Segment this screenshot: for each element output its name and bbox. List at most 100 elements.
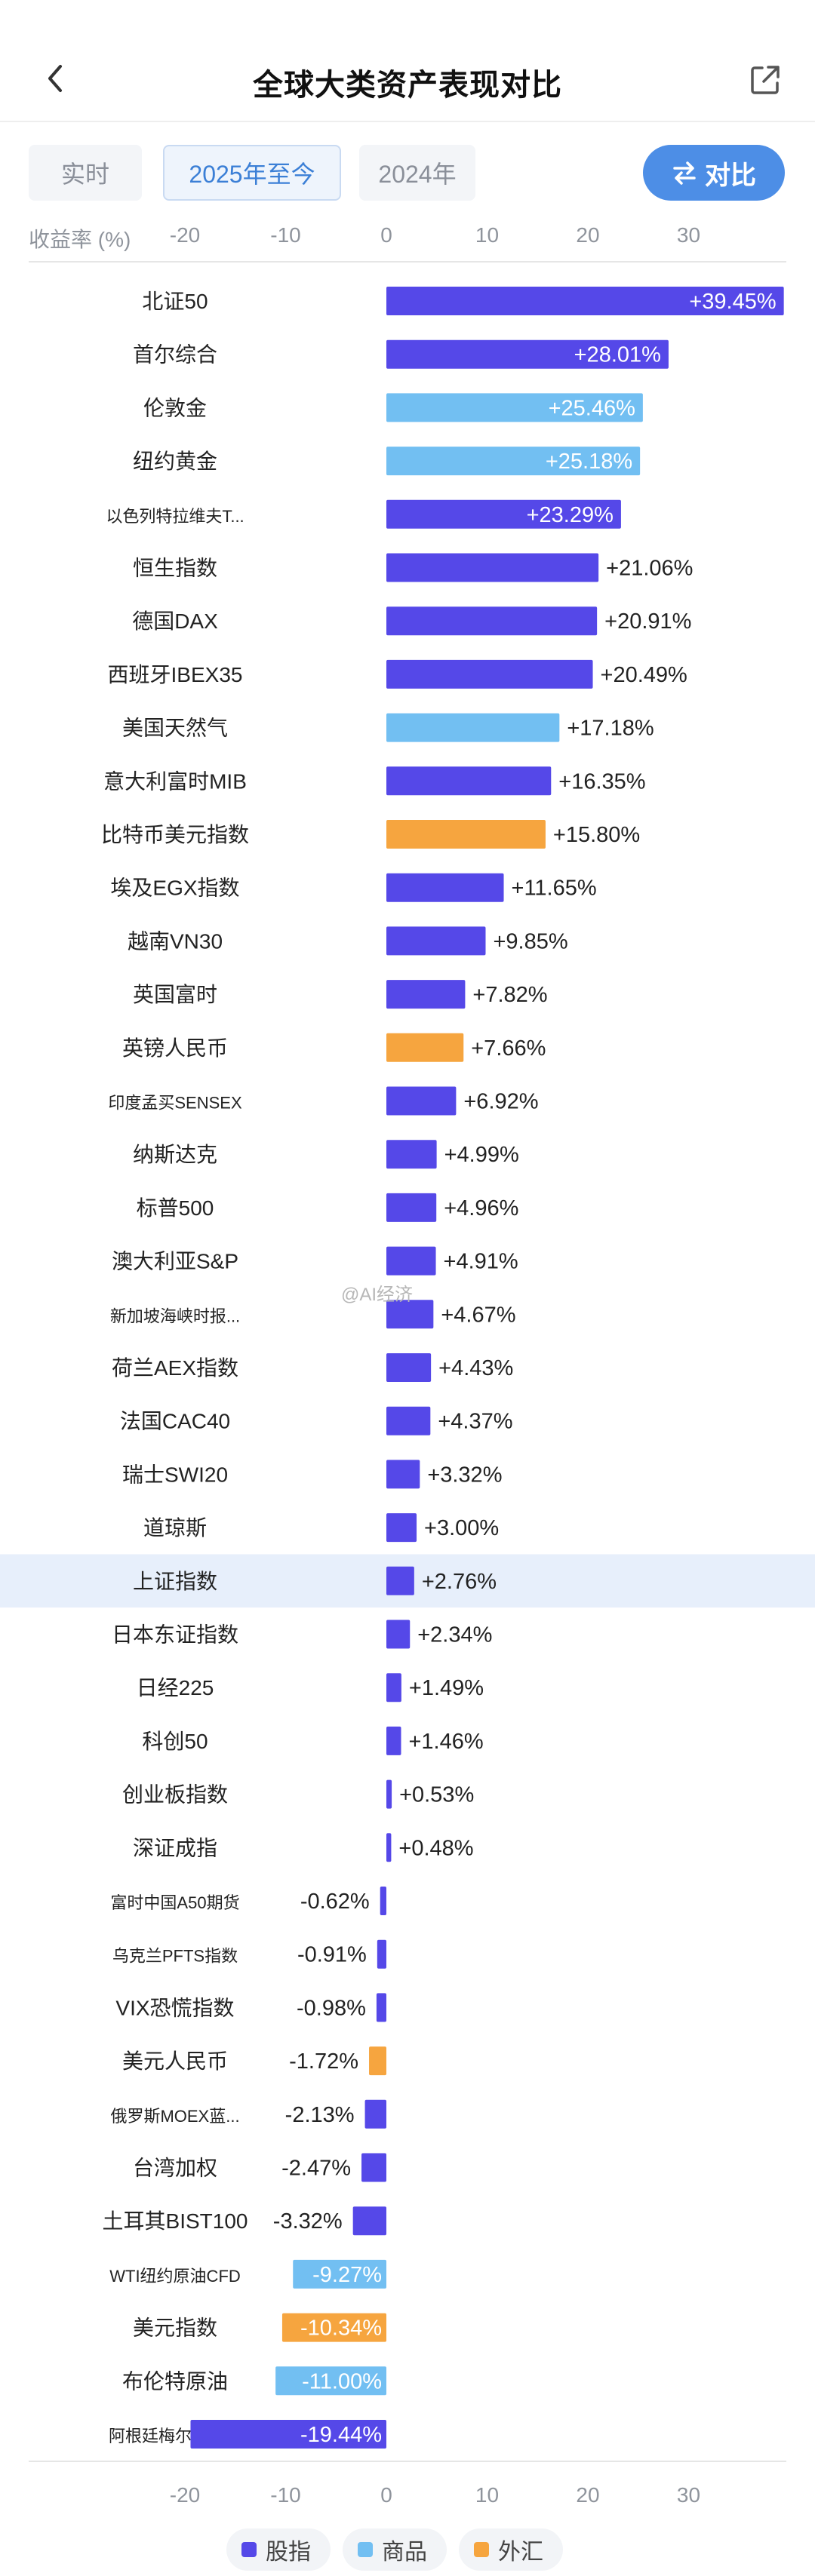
chart-row: 俄罗斯MOEX蓝... -2.13% — [110, 2099, 386, 2129]
tab-2024[interactable]: 2024年 — [359, 145, 475, 201]
category-label: 新加坡海峡时报... — [110, 1306, 240, 1325]
chart-row: 日经225 +1.49% — [137, 1673, 484, 1702]
category-label: 比特币美元指数 — [101, 823, 249, 846]
bar — [386, 553, 599, 582]
chart-row: 埃及EGX指数 +11.65% — [110, 873, 597, 902]
compare-button[interactable]: 对比 — [643, 145, 785, 201]
category-label: VIX恐慌指数 — [115, 1996, 234, 2019]
legend-item-index[interactable]: 股指 — [226, 2528, 331, 2571]
chart-row: 布伦特原油 -11.00% — [122, 2366, 386, 2396]
bottom-axis-tick-label: 10 — [475, 2483, 500, 2507]
value-label: -2.47% — [281, 2157, 351, 2181]
category-label: 英国富时 — [133, 983, 217, 1006]
bar — [293, 2259, 386, 2289]
value-label: +17.18% — [567, 717, 654, 741]
bar — [386, 1620, 411, 1649]
bar — [386, 766, 552, 796]
chart-row: 台湾加权 -2.47% — [133, 2153, 386, 2182]
category-label: 深证成指 — [133, 1836, 217, 1859]
value-label: +21.06% — [606, 557, 693, 581]
top-axis-tick-label: 10 — [475, 223, 500, 247]
chart-row: 印度孟买SENSEX +6.92% — [108, 1086, 539, 1116]
value-label: -19.44% — [300, 2423, 382, 2447]
category-label: 土耳其BIST100 — [103, 2209, 248, 2233]
chart-row: 北证50 +39.45% — [142, 287, 784, 315]
header: 全球大类资产表现对比 — [0, 0, 815, 121]
top-axis-tick-label: 20 — [576, 223, 600, 247]
value-label: +4.43% — [438, 1356, 513, 1380]
category-label: 美元指数 — [133, 2317, 217, 2340]
bar — [386, 1406, 431, 1435]
category-label: 英镑人民币 — [122, 1036, 228, 1060]
bar — [386, 1193, 437, 1222]
value-label: +20.91% — [604, 609, 691, 634]
category-label: 瑞士SWI20 — [122, 1463, 228, 1486]
back-button[interactable] — [36, 59, 75, 98]
bar — [386, 1566, 414, 1595]
bar — [386, 1726, 401, 1755]
value-label: +4.91% — [444, 1250, 518, 1274]
value-label: +23.29% — [527, 503, 614, 527]
value-label: +11.65% — [512, 877, 597, 901]
legend: 股指 商品 外汇 — [226, 2528, 563, 2574]
value-label: +28.01% — [574, 343, 661, 367]
bottom-axis-tick-label: 30 — [676, 2483, 701, 2507]
header-divider — [0, 121, 815, 122]
bar — [190, 2420, 386, 2449]
chart-row: 瑞士SWI20 +3.32% — [122, 1460, 502, 1489]
bar — [386, 339, 669, 369]
chart-row: 日本东证指数 +2.34% — [112, 1620, 492, 1649]
watermark: @AI经济 — [341, 1285, 414, 1305]
bar — [386, 980, 466, 1009]
chart-row: 深证成指 +0.48% — [133, 1833, 474, 1862]
legend-item-forex[interactable]: 外汇 — [459, 2528, 563, 2571]
value-label: +20.49% — [601, 663, 687, 687]
category-label: 纳斯达克 — [133, 1143, 217, 1166]
chart-row: 首尔综合 +28.01% — [133, 339, 669, 369]
legend-item-commodity[interactable]: 商品 — [343, 2528, 447, 2571]
value-label: +2.34% — [417, 1623, 492, 1647]
value-label: -2.13% — [285, 2103, 355, 2127]
category-label: 印度孟买SENSEX — [108, 1094, 242, 1113]
value-label: +7.82% — [472, 983, 547, 1007]
category-label: 日经225 — [137, 1676, 214, 1699]
category-label: 道琼斯 — [143, 1516, 207, 1540]
value-label: +2.76% — [422, 1570, 497, 1594]
bar — [386, 1086, 457, 1116]
category-label: 荷兰AEX指数 — [112, 1356, 238, 1380]
chart-row: 荷兰AEX指数 +4.43% — [112, 1353, 513, 1382]
tab-2025-ytd[interactable]: 2025年至今 — [163, 145, 341, 201]
chart-row: 纽约黄金 +25.18% — [133, 447, 641, 476]
value-label: -0.62% — [300, 1890, 370, 1914]
value-label: -10.34% — [300, 2317, 382, 2341]
axis-label: 收益率 (%) — [29, 228, 131, 251]
legend-swatch — [474, 2542, 489, 2557]
bottom-axis-tick-label: -10 — [270, 2483, 301, 2507]
legend-label: 商品 — [382, 2540, 427, 2565]
category-label: 法国CAC40 — [120, 1410, 230, 1433]
bar — [386, 1460, 420, 1489]
bar — [386, 926, 486, 956]
category-label: 伦敦金 — [143, 396, 207, 419]
legend-swatch — [241, 2542, 257, 2557]
share-button[interactable] — [749, 63, 782, 97]
bar — [376, 1993, 386, 2022]
bottom-axis-tick-label: -20 — [169, 2483, 201, 2507]
chart-row: 纳斯达克 +4.99% — [133, 1140, 519, 1169]
bar — [386, 606, 598, 636]
category-label: 西班牙IBEX35 — [108, 663, 243, 686]
bar — [386, 393, 643, 422]
tab-realtime[interactable]: 实时 — [29, 145, 142, 201]
value-label: +25.46% — [549, 396, 635, 420]
value-label: +4.67% — [441, 1303, 515, 1327]
value-label: +16.35% — [558, 769, 645, 794]
legend-swatch — [358, 2542, 373, 2557]
top-axis-tick-label: 0 — [380, 223, 392, 247]
category-label: 德国DAX — [132, 609, 218, 633]
value-label: +0.48% — [398, 1836, 473, 1860]
top-axis-tick-label: 30 — [676, 223, 701, 247]
chart-row: 新加坡海峡时报... +4.67% — [110, 1300, 516, 1329]
chart-row: 标普500 +4.96% — [137, 1193, 518, 1222]
bar — [386, 1140, 437, 1169]
category-label: 意大利富时MIB — [103, 769, 247, 793]
